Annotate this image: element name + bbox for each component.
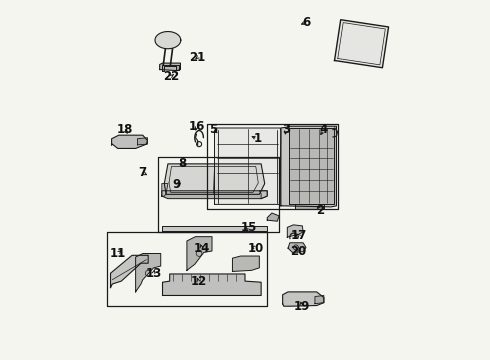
Text: 4: 4 — [320, 123, 328, 136]
Text: 12: 12 — [190, 275, 206, 288]
Polygon shape — [335, 20, 389, 68]
Text: 3: 3 — [282, 123, 290, 136]
Text: 1: 1 — [253, 132, 262, 145]
Polygon shape — [287, 225, 303, 237]
Text: 19: 19 — [294, 300, 310, 313]
Text: 11: 11 — [110, 247, 126, 260]
Polygon shape — [295, 204, 324, 209]
Polygon shape — [160, 63, 180, 71]
Polygon shape — [162, 65, 179, 71]
Polygon shape — [162, 184, 168, 196]
Polygon shape — [155, 32, 181, 49]
Text: 15: 15 — [241, 221, 257, 234]
Text: 2: 2 — [316, 204, 324, 217]
Text: 7: 7 — [139, 166, 147, 179]
Text: 20: 20 — [290, 244, 306, 257]
Polygon shape — [281, 126, 337, 207]
Text: 8: 8 — [178, 157, 186, 170]
Polygon shape — [163, 274, 261, 296]
Text: 10: 10 — [247, 242, 264, 255]
Polygon shape — [215, 128, 281, 204]
Text: 18: 18 — [117, 123, 133, 136]
Polygon shape — [267, 213, 279, 221]
Text: 6: 6 — [302, 16, 310, 29]
Text: 17: 17 — [291, 229, 307, 242]
Polygon shape — [283, 292, 324, 306]
Polygon shape — [112, 135, 147, 148]
Polygon shape — [232, 256, 259, 271]
Polygon shape — [111, 255, 148, 288]
Polygon shape — [137, 138, 147, 145]
Polygon shape — [136, 253, 161, 292]
Text: 9: 9 — [173, 178, 181, 191]
Polygon shape — [162, 191, 267, 199]
Polygon shape — [187, 237, 212, 270]
Text: 13: 13 — [146, 267, 162, 280]
Polygon shape — [315, 296, 324, 304]
Polygon shape — [162, 226, 267, 231]
Polygon shape — [164, 164, 265, 194]
Text: 14: 14 — [194, 242, 210, 255]
Text: 16: 16 — [188, 121, 205, 134]
Text: 21: 21 — [190, 51, 206, 64]
Polygon shape — [288, 243, 306, 252]
Polygon shape — [259, 191, 267, 199]
Text: 22: 22 — [163, 69, 180, 82]
Polygon shape — [289, 128, 334, 204]
Text: 5: 5 — [209, 122, 217, 136]
